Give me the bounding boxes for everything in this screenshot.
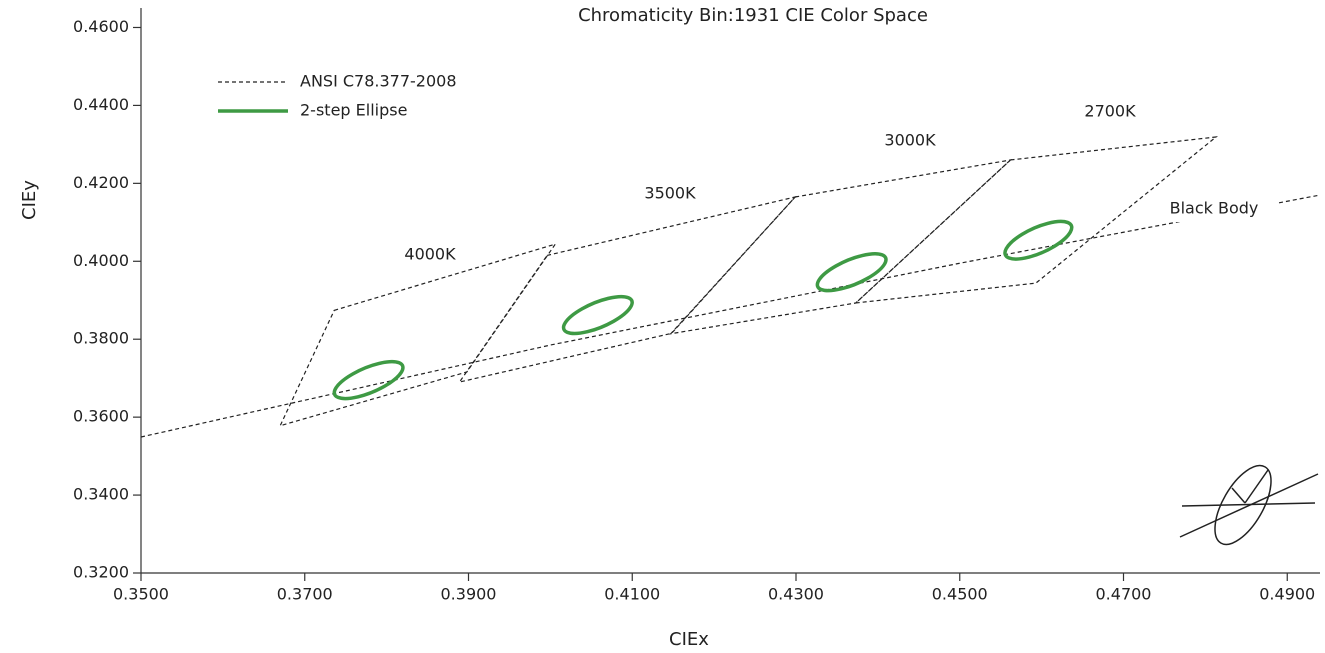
y-tick-label: 0.4200 [73,173,129,192]
black-body-label-bg [1150,196,1278,222]
bin-label: 2700K [1084,102,1136,121]
macadam-ellipse [993,216,1084,264]
y-tick-label: 0.4600 [73,17,129,36]
macadam-ellipse [322,357,414,404]
y-tick-label: 0.4000 [73,251,129,270]
x-tick-label: 0.3700 [277,585,333,604]
black-body-line [141,194,1320,438]
macadam-ellipse [552,291,644,338]
bin-label: 3500K [644,184,696,203]
x-tick-label: 0.3500 [113,585,169,604]
plot-area [141,137,1320,437]
bin-label: 3000K [884,131,936,150]
bin-quadrilateral [669,159,1013,335]
x-tick-label: 0.4700 [1096,585,1152,604]
y-tick-label: 0.3800 [73,329,129,348]
x-tick-label: 0.3900 [441,585,497,604]
bin-quadrilateral [279,243,557,427]
macadam-ellipse [805,249,897,296]
y-tick-label: 0.3600 [73,407,129,426]
x-tick-label: 0.4300 [768,585,824,604]
x-tick-label: 0.4100 [604,585,660,604]
y-axis-label: CIEy [19,180,40,220]
bin-label: 4000K [404,245,456,264]
bin-quadrilateral [458,195,797,384]
x-tick-label: 0.4500 [932,585,988,604]
y-tick-label: 0.3200 [73,563,129,582]
inset-diagram [1179,464,1319,546]
y-tick-label: 0.4400 [73,95,129,114]
legend-label: 2-step Ellipse [300,101,407,120]
black-body-label: Black Body [1170,199,1259,218]
chart-title: Chromaticity Bin:1931 CIE Color Space [578,5,928,26]
y-tick-label: 0.3400 [73,485,129,504]
x-axis-label: CIEx [669,629,709,650]
legend-label: ANSI C78.377-2008 [300,72,457,91]
x-tick-label: 0.4900 [1259,585,1315,604]
